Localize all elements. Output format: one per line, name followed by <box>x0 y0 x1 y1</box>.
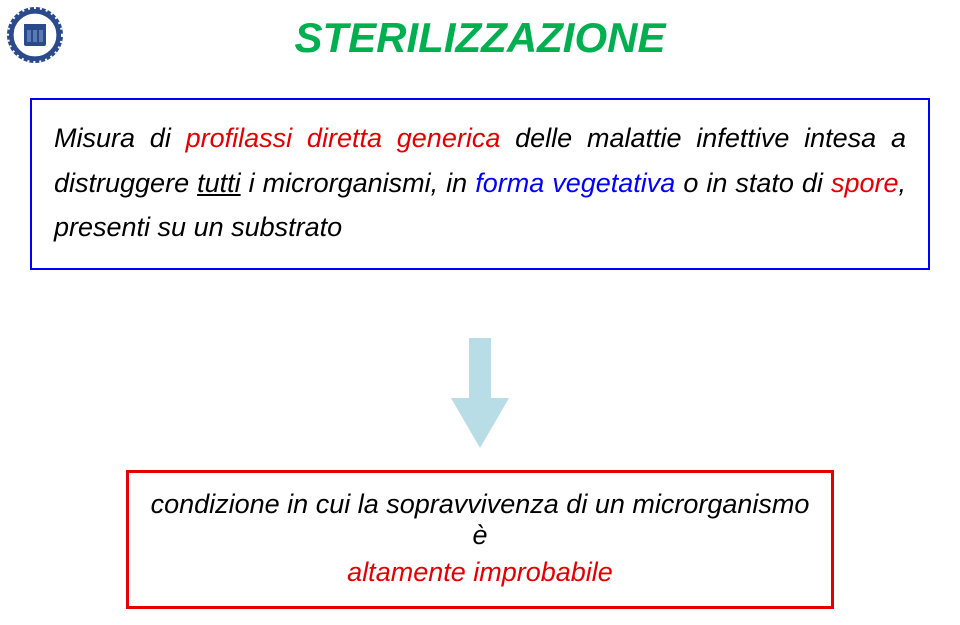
conclusion-line2: altamente improbabile <box>147 557 813 588</box>
slide-title: STERILIZZAZIONE <box>0 14 960 62</box>
conclusion-line1: condizione in cui la sopravvivenza di un… <box>147 489 813 551</box>
def-accent-forma: forma vegetativa <box>475 168 675 198</box>
conclusion-box: condizione in cui la sopravvivenza di un… <box>126 470 834 609</box>
down-arrow-icon <box>451 338 509 453</box>
def-part-a: Misura di <box>54 123 186 153</box>
def-part-e: i microrganismi, in <box>241 168 476 198</box>
def-highlight-profilassi: profilassi diretta generica <box>186 123 501 153</box>
def-part-g: o in stato di <box>675 168 831 198</box>
def-highlight-spore: spore <box>831 168 899 198</box>
definition-box: Misura di profilassi diretta generica de… <box>30 98 930 270</box>
definition-text: Misura di profilassi diretta generica de… <box>54 116 906 250</box>
def-underline-tutti: tutti <box>197 168 241 198</box>
slide: STERILIZZAZIONE Misura di profilassi dir… <box>0 0 960 625</box>
